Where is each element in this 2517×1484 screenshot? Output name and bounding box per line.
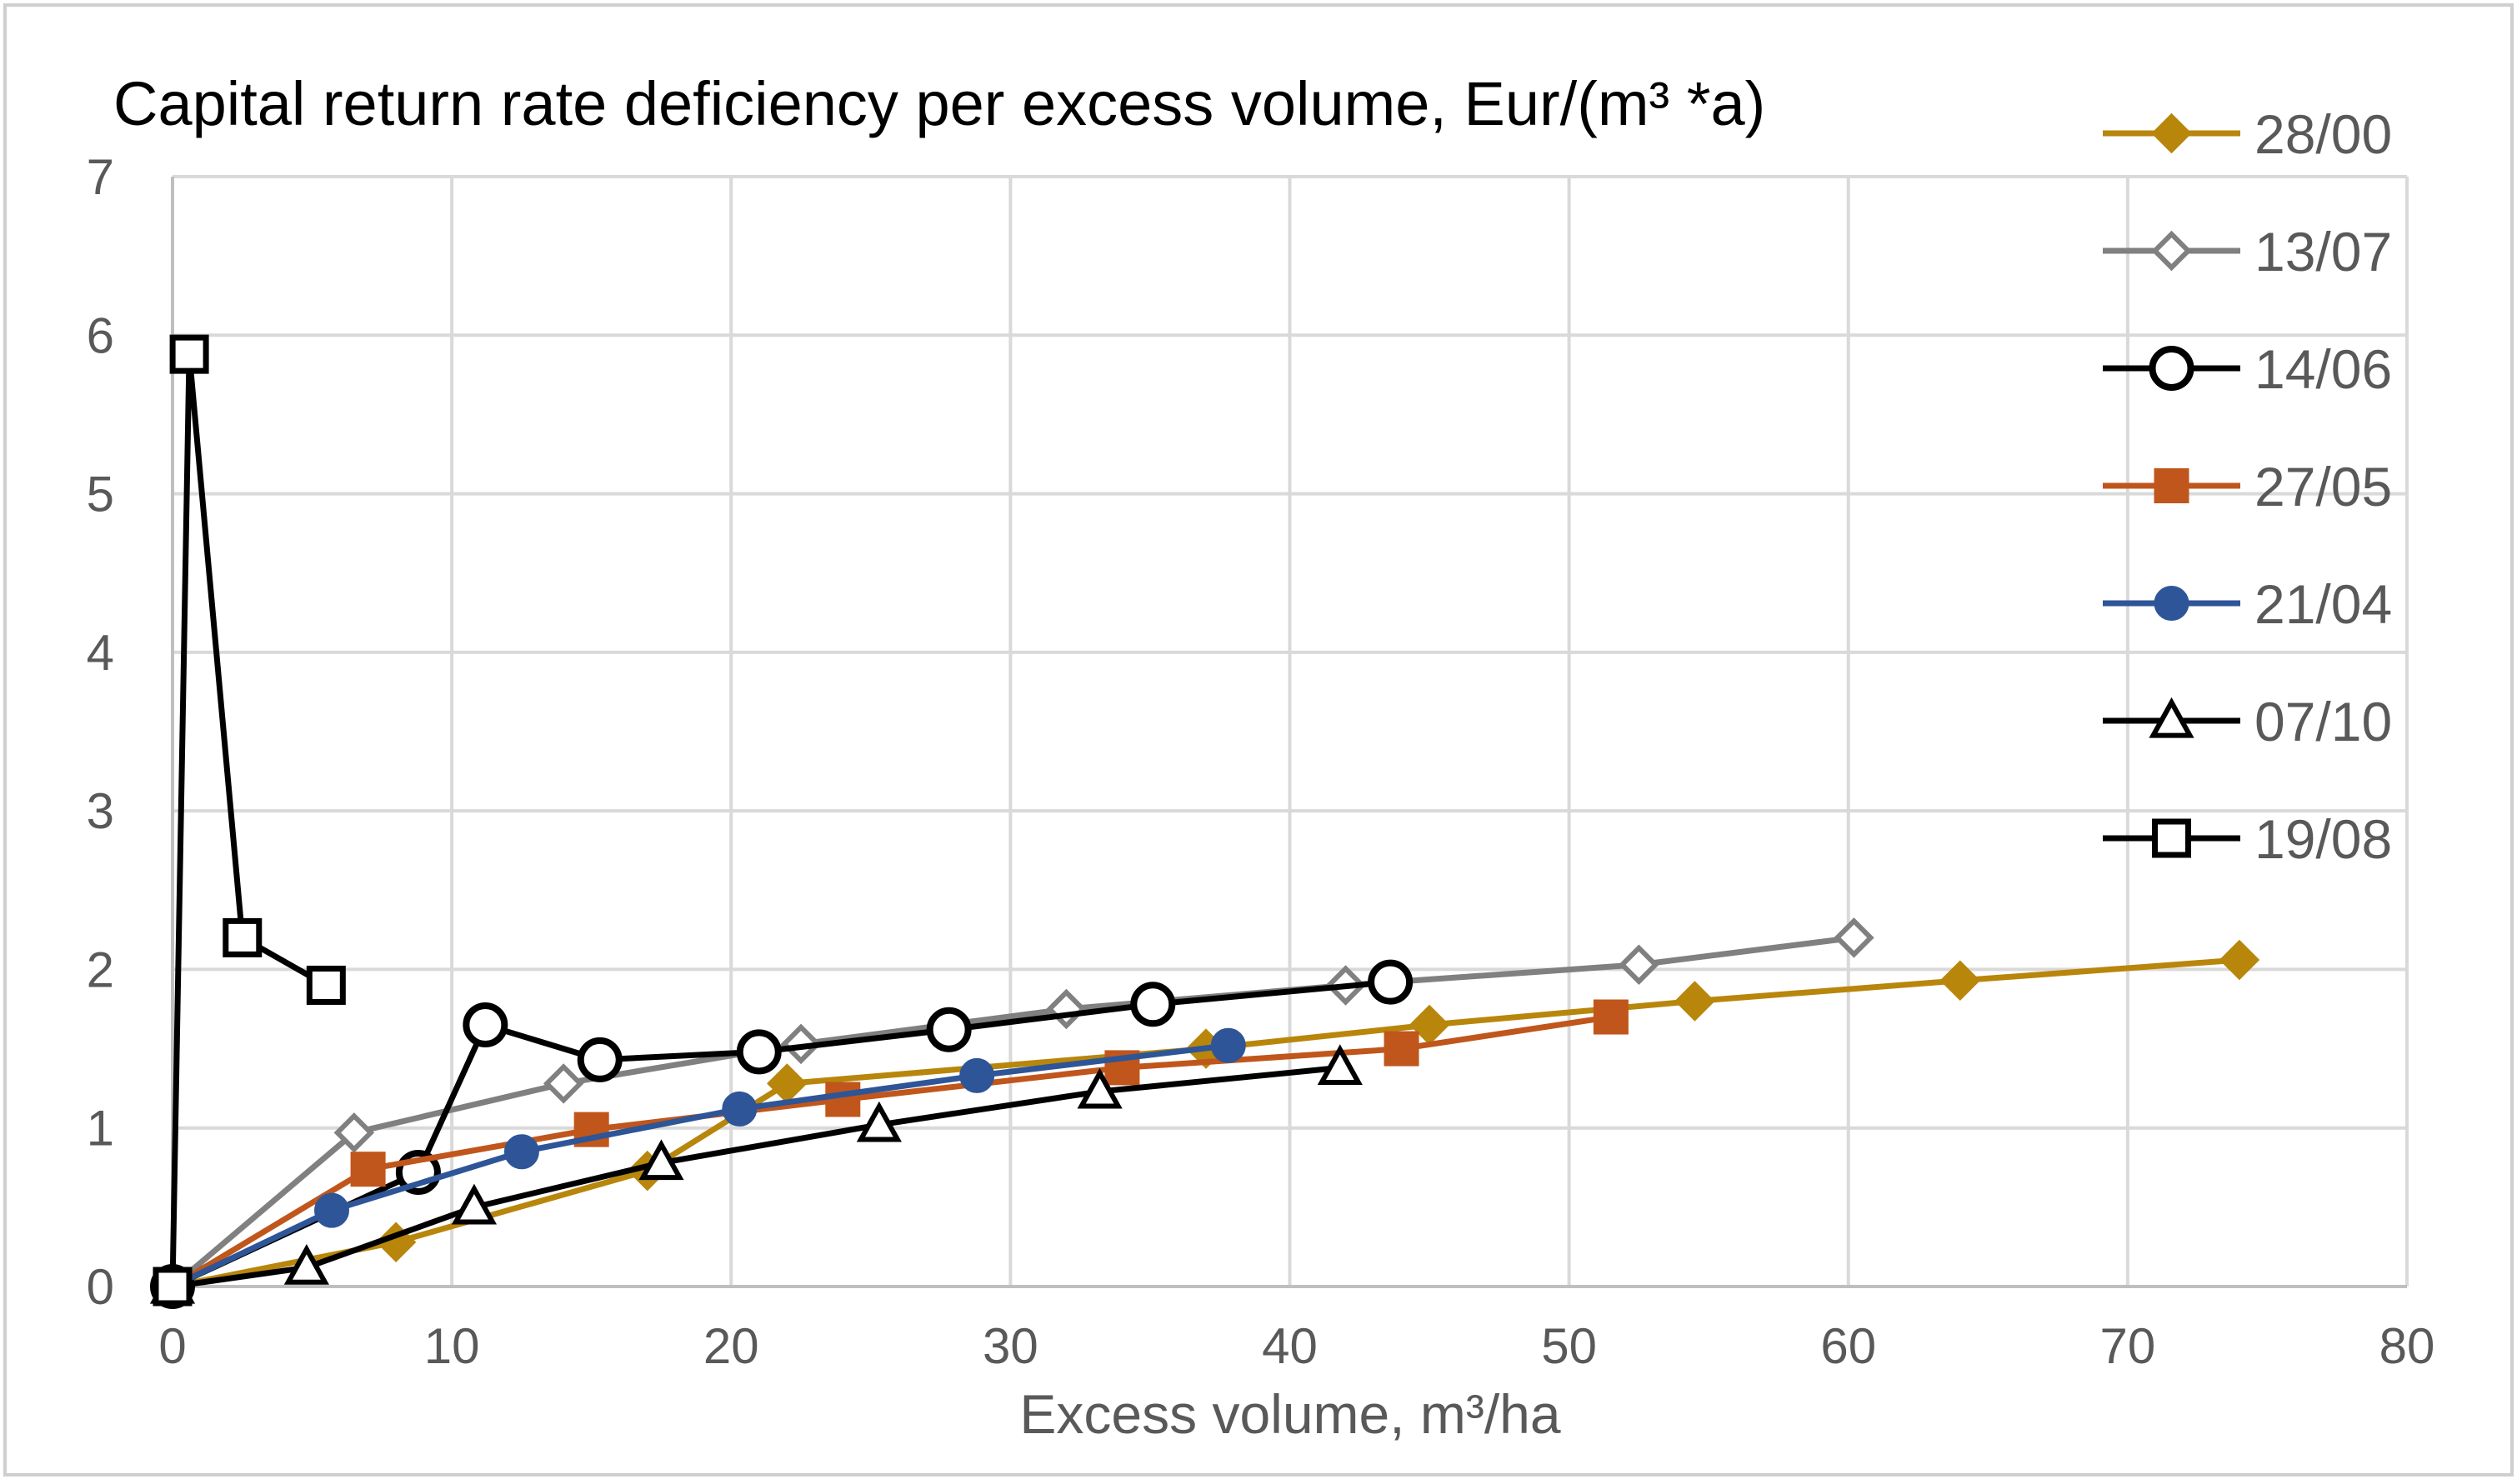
legend-item-28-00: 28/00 — [2103, 103, 2392, 165]
y-tick-label: 4 — [87, 625, 114, 681]
legend-item-07-10: 07/10 — [2103, 691, 2392, 752]
data-point-19-08-2 — [223, 917, 263, 957]
legend-marker-28-00 — [2151, 112, 2192, 154]
data-point-07-10-4 — [856, 1101, 902, 1142]
legend-label-19-08: 19/08 — [2254, 808, 2392, 870]
data-point-07-10-1 — [283, 1243, 329, 1285]
data-point-27-05-3 — [825, 1082, 861, 1117]
legend-label-14-06: 14/06 — [2254, 338, 2392, 400]
chart-frame — [3, 3, 2514, 1477]
x-tick-label: 60 — [1820, 1318, 1876, 1374]
y-tick-label: 3 — [87, 783, 114, 839]
x-tick-label: 40 — [1262, 1318, 1318, 1374]
legend-marker-14-06 — [2149, 346, 2194, 391]
legend-marker-07-10 — [2149, 697, 2194, 738]
data-point-14-06-4 — [736, 1029, 782, 1075]
data-point-14-06-7 — [1368, 959, 1414, 1005]
data-point-19-08-1 — [169, 334, 209, 374]
legend-label-13-07: 13/07 — [2254, 221, 2392, 282]
data-point-21-04-4 — [959, 1057, 995, 1093]
x-tick-label: 50 — [1541, 1318, 1597, 1374]
legend-item-27-05: 27/05 — [2103, 456, 2392, 517]
legend-label-07-10: 07/10 — [2254, 691, 2392, 752]
data-point-13-07-2 — [543, 1063, 584, 1104]
data-point-07-10-6 — [1317, 1044, 1363, 1086]
data-point-21-04-1 — [314, 1192, 350, 1228]
series-line-21-04 — [171, 1042, 1229, 1290]
data-point-13-07-7 — [1834, 917, 1874, 958]
y-tick-label: 2 — [87, 942, 114, 997]
data-point-14-06-5 — [926, 1007, 972, 1052]
data-point-14-06-3 — [577, 1037, 623, 1082]
data-point-19-08-0 — [153, 1267, 193, 1307]
x-tick-label: 0 — [158, 1318, 186, 1374]
data-point-07-10-3 — [638, 1139, 684, 1181]
data-point-14-06-6 — [1130, 982, 1176, 1027]
x-tick-label: 10 — [424, 1318, 480, 1374]
legend-marker-27-05 — [2154, 468, 2189, 503]
data-point-21-04-5 — [1210, 1027, 1246, 1063]
series-line-19-08 — [169, 351, 328, 1287]
data-point-28-00-8 — [2219, 939, 2260, 981]
data-point-13-07-1 — [333, 1112, 375, 1153]
data-point-13-07-3 — [780, 1023, 822, 1065]
series-layer — [149, 334, 2260, 1309]
x-tick-label: 70 — [2100, 1318, 2156, 1374]
legend-marker-19-08 — [2152, 818, 2191, 858]
data-point-19-08-3 — [306, 965, 346, 1005]
legend-label-21-04: 21/04 — [2254, 573, 2392, 635]
data-point-07-10-2 — [451, 1183, 498, 1225]
data-point-21-04-2 — [503, 1134, 539, 1170]
series-line-14-06 — [171, 979, 1391, 1290]
y-tick-label: 6 — [87, 307, 114, 363]
y-tick-label: 5 — [87, 467, 114, 522]
legend-item-13-07: 13/07 — [2103, 221, 2392, 282]
data-point-14-06-2 — [463, 1002, 508, 1048]
data-point-21-04-3 — [722, 1091, 758, 1127]
y-tick-label: 0 — [87, 1259, 114, 1315]
x-axis-title: Excess volume, m³/ha — [1019, 1383, 1560, 1445]
y-tick-label: 1 — [87, 1101, 114, 1157]
legend-item-21-04: 21/04 — [2103, 573, 2392, 635]
legend-marker-13-07 — [2151, 230, 2192, 272]
data-point-28-00-7 — [1939, 960, 1981, 1001]
y-tick-label: 7 — [87, 149, 114, 205]
data-point-28-00-6 — [1674, 981, 1715, 1022]
data-point-13-07-6 — [1619, 944, 1659, 985]
x-tick-label: 80 — [2379, 1318, 2435, 1374]
data-point-27-05-6 — [1593, 999, 1629, 1035]
data-point-27-05-1 — [350, 1152, 386, 1187]
chart-title: Capital return rate deficiency per exces… — [113, 69, 1765, 138]
data-point-27-05-5 — [1384, 1031, 1419, 1067]
x-tick-label: 30 — [983, 1318, 1038, 1374]
legend-marker-21-04 — [2154, 586, 2189, 621]
data-point-07-10-5 — [1077, 1067, 1123, 1109]
series-07-10 — [149, 1044, 1363, 1304]
x-tick-label: 20 — [703, 1318, 759, 1374]
legend-item-19-08: 19/08 — [2103, 808, 2392, 870]
series-19-08 — [153, 334, 346, 1307]
legend-label-28-00: 28/00 — [2254, 103, 2392, 165]
legend: 28/00 13/07 14/06 27/05 21/04 07/10 19/08 — [2103, 103, 2392, 870]
legend-item-14-06: 14/06 — [2103, 338, 2392, 400]
legend-label-27-05: 27/05 — [2254, 456, 2392, 517]
